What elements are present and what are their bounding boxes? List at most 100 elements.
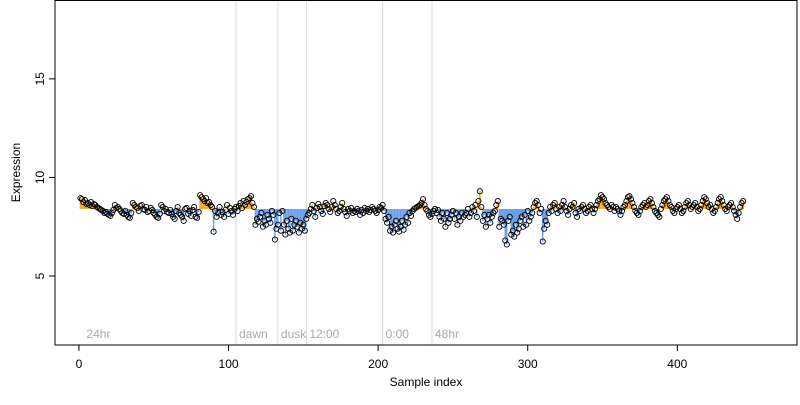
data-point	[111, 201, 118, 209]
data-point	[466, 213, 473, 220]
data-point	[556, 203, 563, 211]
data-point	[657, 205, 664, 213]
data-point	[180, 217, 187, 224]
y-tick-label: 5	[33, 272, 47, 279]
data-point	[303, 215, 310, 222]
data-point	[481, 211, 488, 218]
data-point	[544, 221, 551, 228]
phase-labels: 24hr dawn dusk 12:00 0:00 48hr	[86, 327, 459, 341]
data-point	[96, 205, 103, 213]
data-point	[711, 207, 718, 214]
data-point	[587, 201, 594, 209]
data-point	[141, 206, 148, 214]
data-point	[506, 213, 513, 220]
data-point	[318, 207, 325, 214]
data-point	[122, 207, 129, 214]
phase-label: dawn	[239, 327, 268, 341]
data-point	[218, 211, 225, 218]
data-point	[434, 206, 442, 214]
data-point	[591, 205, 599, 213]
data-point	[206, 199, 213, 206]
data-point	[307, 205, 314, 213]
data-point	[713, 203, 720, 211]
data-point	[431, 205, 439, 213]
y-axis-title: Expression	[9, 143, 23, 202]
data-point	[194, 214, 201, 221]
data-point	[421, 201, 428, 209]
data-point	[93, 203, 100, 211]
data-point	[473, 213, 480, 220]
data-point	[298, 225, 305, 232]
data-point	[554, 209, 561, 216]
data-point	[472, 201, 479, 209]
data-point	[580, 201, 587, 209]
data-point	[413, 203, 421, 211]
x-tick-label: 0	[76, 357, 83, 371]
y-tick-label: 15	[33, 72, 47, 86]
data-point	[541, 225, 548, 232]
data-points	[77, 188, 747, 248]
data-point	[173, 207, 180, 214]
data-point	[128, 209, 135, 216]
data-point	[215, 209, 222, 216]
data-point	[565, 211, 572, 218]
data-point	[291, 221, 298, 228]
phase-label: 24hr	[86, 327, 110, 341]
data-point	[600, 196, 608, 203]
plot-frame	[54, 0, 798, 346]
x-axis: 0 100 200 300 400	[76, 344, 688, 371]
data-point	[539, 238, 546, 245]
data-point	[301, 227, 308, 234]
data-point	[629, 200, 636, 207]
data-point	[385, 213, 392, 220]
x-tick-label: 100	[219, 357, 239, 371]
data-point	[488, 213, 495, 220]
data-point	[442, 223, 449, 230]
data-point	[179, 213, 186, 220]
data-point	[108, 209, 115, 216]
data-point	[192, 213, 199, 220]
data-point	[367, 206, 374, 214]
data-point	[399, 217, 406, 224]
data-point	[191, 203, 198, 211]
data-point	[566, 205, 573, 213]
phase-label: 0:00	[386, 327, 410, 341]
data-point	[611, 207, 618, 214]
data-point	[523, 221, 530, 228]
data-point	[132, 203, 139, 211]
data-point	[702, 196, 709, 203]
data-point	[352, 208, 359, 215]
data-point	[309, 201, 316, 209]
data-point	[289, 227, 296, 234]
data-point	[256, 213, 263, 220]
data-point	[458, 209, 465, 216]
data-point	[249, 200, 256, 207]
data-point	[209, 203, 216, 211]
data-point	[536, 209, 543, 216]
data-point	[167, 206, 174, 214]
data-point	[174, 203, 181, 211]
data-point	[559, 201, 566, 209]
data-point	[394, 225, 401, 232]
data-point	[105, 211, 112, 218]
data-point	[647, 196, 654, 203]
data-point	[134, 204, 141, 212]
data-point	[569, 203, 576, 211]
data-point	[171, 215, 178, 222]
data-point	[491, 207, 498, 214]
data-point	[526, 217, 533, 224]
data-point	[533, 198, 540, 205]
data-point	[387, 227, 394, 234]
data-point	[478, 203, 485, 211]
data-point	[381, 207, 388, 214]
data-point	[388, 223, 395, 230]
data-point	[229, 211, 237, 218]
data-point	[696, 205, 703, 213]
data-point	[312, 213, 319, 220]
data-point	[476, 188, 483, 195]
data-point	[542, 217, 549, 224]
data-point	[520, 223, 527, 230]
data-point	[427, 213, 434, 220]
data-point	[107, 212, 114, 219]
data-point	[155, 214, 162, 221]
